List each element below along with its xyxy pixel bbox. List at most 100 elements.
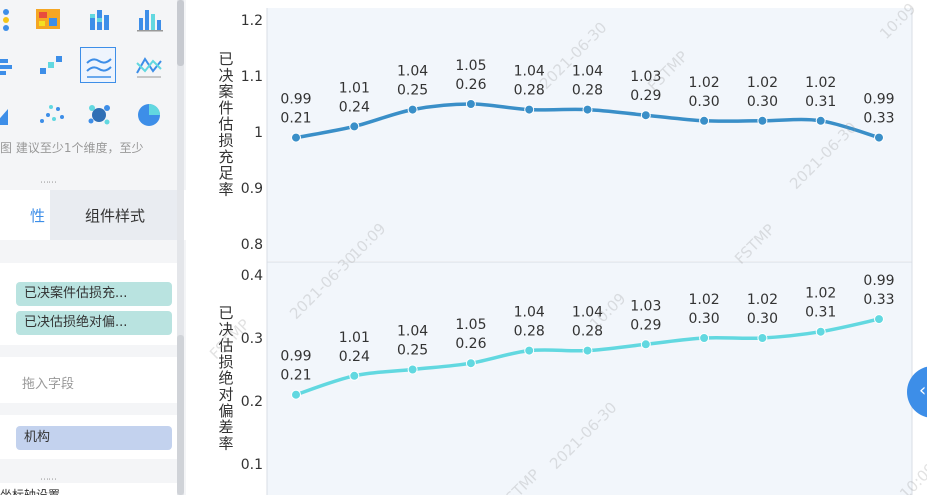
y-axis-title-char: 已 [218,50,233,68]
y-tick-label: 1.2 [241,13,263,29]
y-axis-title: 已决估损绝对偏差率 [218,304,233,452]
y-axis-title-char: 已 [218,304,233,322]
data-point [291,132,301,143]
y-axis-title-char: 损 [218,353,233,371]
data-label: 0.29 [630,317,661,333]
tab-attributes[interactable]: 性 [0,190,45,240]
data-label: 0.30 [747,94,778,110]
data-label: 1.02 [747,292,778,308]
data-point [699,115,710,126]
data-label: 0.26 [455,336,486,352]
data-label: 0.99 [280,92,311,108]
chevron-left-icon: ‹ [919,380,927,401]
sidebar-scrollbar-track[interactable] [177,0,184,495]
data-label: 0.30 [747,311,778,327]
y-axis-title-char: 估 [218,337,233,355]
measure-field-chip[interactable]: 已决估损绝对偏... [16,311,172,335]
data-label: 0.21 [280,368,311,384]
data-label: 1.05 [455,317,486,333]
data-point [524,345,535,356]
data-label: 0.28 [514,324,545,340]
drop-panel[interactable] [0,357,178,403]
data-label: 0.33 [863,111,894,127]
y-axis-title-char: 决 [218,66,233,84]
data-point [874,314,884,325]
chart-canvas: 0.8 0.9 1 1.1 1.2 已决案件估损充足率 0.99 0.21 1.01 0.24 1.… [186,0,927,499]
drop-field-placeholder: 拖入字段 [22,377,75,392]
data-label: 1.02 [689,75,720,91]
drag-handle[interactable]: ⋯⋯ [40,475,57,485]
config-tabs: 性 组件样式 [0,190,186,240]
data-point [465,358,476,369]
color-dots-icon[interactable] [0,4,24,34]
scatter-chart-icon[interactable] [36,99,66,129]
data-label: 0.33 [863,292,894,308]
y-axis-title-char: 差 [218,418,233,436]
chart-hint-text: 图 建议至少1个维度，至少 [0,141,144,155]
data-point [582,345,593,356]
data-label: 0.28 [514,83,545,99]
data-point [757,333,768,343]
data-point [524,104,535,115]
horizontal-bar-icon[interactable] [0,51,24,81]
plot-background-top [267,8,912,261]
data-label: 0.30 [689,311,720,327]
data-label: 0.99 [863,273,894,289]
data-label: 0.25 [397,83,428,99]
bubble-chart-icon[interactable] [84,99,114,129]
data-label: 1.01 [339,80,370,96]
data-label: 1.02 [689,292,720,308]
y-tick-label: 0.9 [241,181,263,197]
pie-chart-icon[interactable] [134,99,164,129]
intersect-line-icon[interactable] [134,51,164,81]
stacked-bar-icon[interactable] [84,4,114,34]
drag-handle[interactable]: ⋯⋯ [40,178,57,188]
data-label: 1.04 [397,324,428,340]
y-tick-label: 0.8 [241,237,263,253]
data-label: 0.24 [339,349,370,365]
y-axis-title-char: 率 [218,180,233,198]
axis-settings-row[interactable] [0,483,178,495]
dimension-field-chip[interactable]: 机构 [16,426,172,450]
y-tick-label: 1 [254,125,263,141]
data-label: 1.01 [339,330,370,346]
y-tick-label: 1.1 [241,69,263,85]
data-label: 0.31 [805,94,836,110]
data-point [582,104,593,115]
data-label: 1.05 [455,58,486,74]
y-axis-title-char: 估 [218,115,233,133]
expand-panel-button[interactable]: ‹ [907,366,927,418]
y-tick-label: 0.3 [241,331,263,347]
data-label: 0.31 [805,305,836,321]
y-axis-title-char: 率 [218,434,233,452]
data-point [407,364,418,375]
data-point [349,121,360,132]
data-label: 0.30 [689,94,720,110]
multi-line-chart-icon[interactable] [84,51,114,81]
y-axis-title-char: 件 [218,99,233,117]
data-label: 1.03 [630,69,661,85]
data-label: 0.21 [280,111,311,127]
measure-field-chip[interactable]: 已决案件估损充... [16,282,172,306]
data-point [640,110,651,121]
bar-chart-icon[interactable] [134,4,164,34]
data-point [407,104,418,115]
area-chart-icon[interactable] [0,99,24,129]
y-axis-title-char: 充 [218,148,233,166]
y-axis-title-char: 案 [218,83,233,101]
data-point [640,339,651,350]
y-axis-title-char: 偏 [218,402,233,420]
data-point [291,389,301,400]
scrollbar-thumb[interactable] [177,335,184,495]
data-label: 1.02 [805,286,836,302]
data-label: 0.28 [572,324,603,340]
y-axis-title-char: 足 [218,164,233,182]
heatmap-icon[interactable] [33,4,63,34]
scrollbar-thumb[interactable] [177,0,184,66]
data-label: 0.29 [630,88,661,104]
y-axis-title-char: 对 [218,386,233,404]
data-label: 1.04 [572,305,603,321]
tab-component-style[interactable]: 组件样式 [50,190,180,240]
y-axis-title-char: 损 [218,132,233,150]
step-bar-icon[interactable] [36,51,66,81]
